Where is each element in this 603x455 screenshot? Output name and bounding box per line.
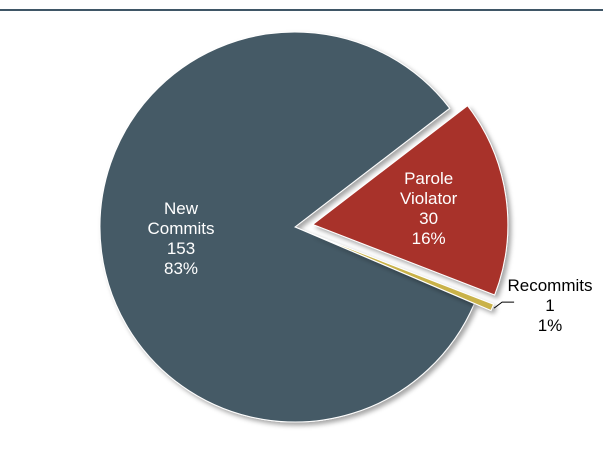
slice-label-line: 83% bbox=[164, 259, 198, 278]
leader-line-recommits bbox=[493, 301, 515, 309]
header-rule bbox=[0, 9, 603, 11]
slice-label-recommits: Recommits 1 1% bbox=[507, 276, 592, 335]
slice-label-line: 1% bbox=[538, 316, 563, 335]
slice-label-line: Parole bbox=[404, 169, 453, 188]
slice-label-line: Recommits bbox=[507, 276, 592, 295]
slice-label-line: 153 bbox=[167, 239, 195, 258]
slice-label-new-commits: New Commits 153 83% bbox=[147, 199, 214, 278]
slice-label-line: 1 bbox=[545, 296, 554, 315]
slice-label-line: Commits bbox=[147, 219, 214, 238]
pie-slice-new-commits bbox=[99, 31, 475, 423]
slice-label-line: Violator bbox=[400, 189, 458, 208]
pie-slice-recommits bbox=[311, 233, 495, 312]
slice-label-line: 16% bbox=[412, 229, 446, 248]
pie-slice-parole-violator bbox=[311, 105, 509, 296]
slice-label-line: New bbox=[164, 199, 199, 218]
slice-label-line: 30 bbox=[419, 209, 438, 228]
slice-label-parole-violator: Parole Violator 30 16% bbox=[400, 169, 458, 248]
